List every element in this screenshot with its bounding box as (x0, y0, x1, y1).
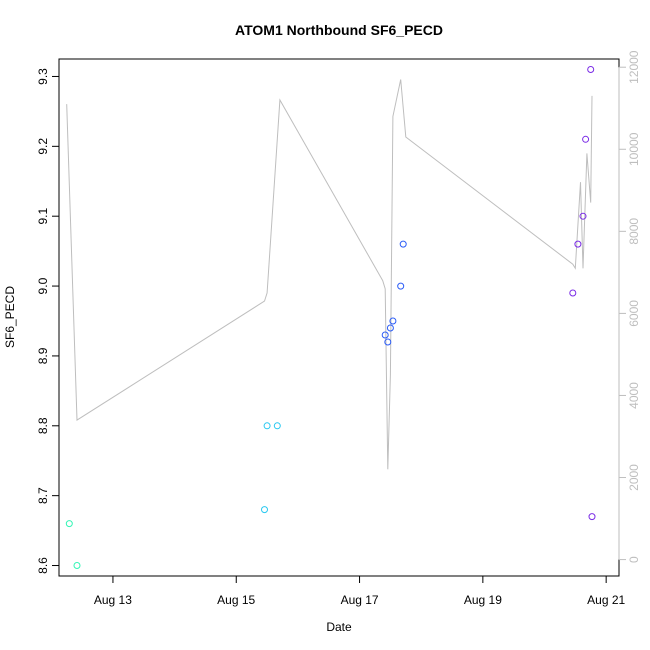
y-tick-label: 8.9 (36, 347, 50, 364)
secondary-line (66, 79, 593, 470)
data-point-2 (73, 562, 81, 569)
data-point-5 (273, 422, 281, 430)
y2-tick-label: 12000 (627, 50, 641, 84)
data-point-10 (397, 282, 405, 290)
y2-tick-label: 4000 (627, 382, 641, 409)
data-point-17 (588, 513, 596, 521)
y-tick-label: 9.3 (36, 68, 50, 85)
y-tick-label: 9.0 (36, 277, 50, 294)
x-tick-label: Aug 21 (587, 593, 625, 607)
x-tick-label: Aug 17 (341, 593, 379, 607)
data-point-9 (389, 317, 397, 325)
data-point-12 (569, 289, 577, 297)
y-tick-label: 9.2 (36, 138, 50, 155)
x-axis-label: Date (326, 620, 352, 634)
data-point-14 (579, 212, 587, 220)
chart-title: ATOM1 Northbound SF6_PECD (235, 22, 443, 38)
data-point-13 (574, 240, 582, 248)
data-point-3 (261, 506, 268, 514)
data-point-16 (587, 66, 595, 73)
data-point-8 (386, 324, 394, 332)
y2-tick-label: 2000 (627, 464, 641, 491)
data-point-11 (399, 240, 407, 248)
y-axis: 8.6 8.7 8.8 8.9 9.0 9.1 9.2 9.3 (36, 68, 60, 574)
points-layer (65, 66, 596, 569)
line-series-layer (66, 79, 593, 470)
data-point-1 (65, 520, 73, 528)
data-point-6 (381, 331, 389, 339)
y-tick-label: 9.1 (36, 208, 50, 225)
x-tick-label: Aug 15 (217, 593, 255, 607)
y-tick-label: 8.8 (36, 417, 50, 434)
y2-tick-label: 6000 (627, 300, 641, 327)
x-tick-label: Aug 19 (464, 593, 502, 607)
y-tick-label: 8.7 (36, 487, 50, 504)
y2-tick-label: 8000 (627, 218, 641, 245)
data-point-4 (263, 422, 271, 430)
y2-axis: 0 2000 4000 6000 8000 10000 12000 (618, 50, 641, 563)
y2-tick-label: 0 (627, 556, 641, 563)
x-axis: Aug 13 Aug 15 Aug 17 Aug 19 Aug 21 (94, 575, 626, 607)
data-point-7 (384, 338, 392, 346)
x-tick-label: Aug 13 (94, 593, 132, 607)
y-axis-label: SF6_PECD (3, 286, 17, 348)
y2-tick-label: 10000 (627, 132, 641, 166)
y-tick-label: 8.6 (36, 557, 50, 574)
data-point-15 (582, 135, 590, 143)
